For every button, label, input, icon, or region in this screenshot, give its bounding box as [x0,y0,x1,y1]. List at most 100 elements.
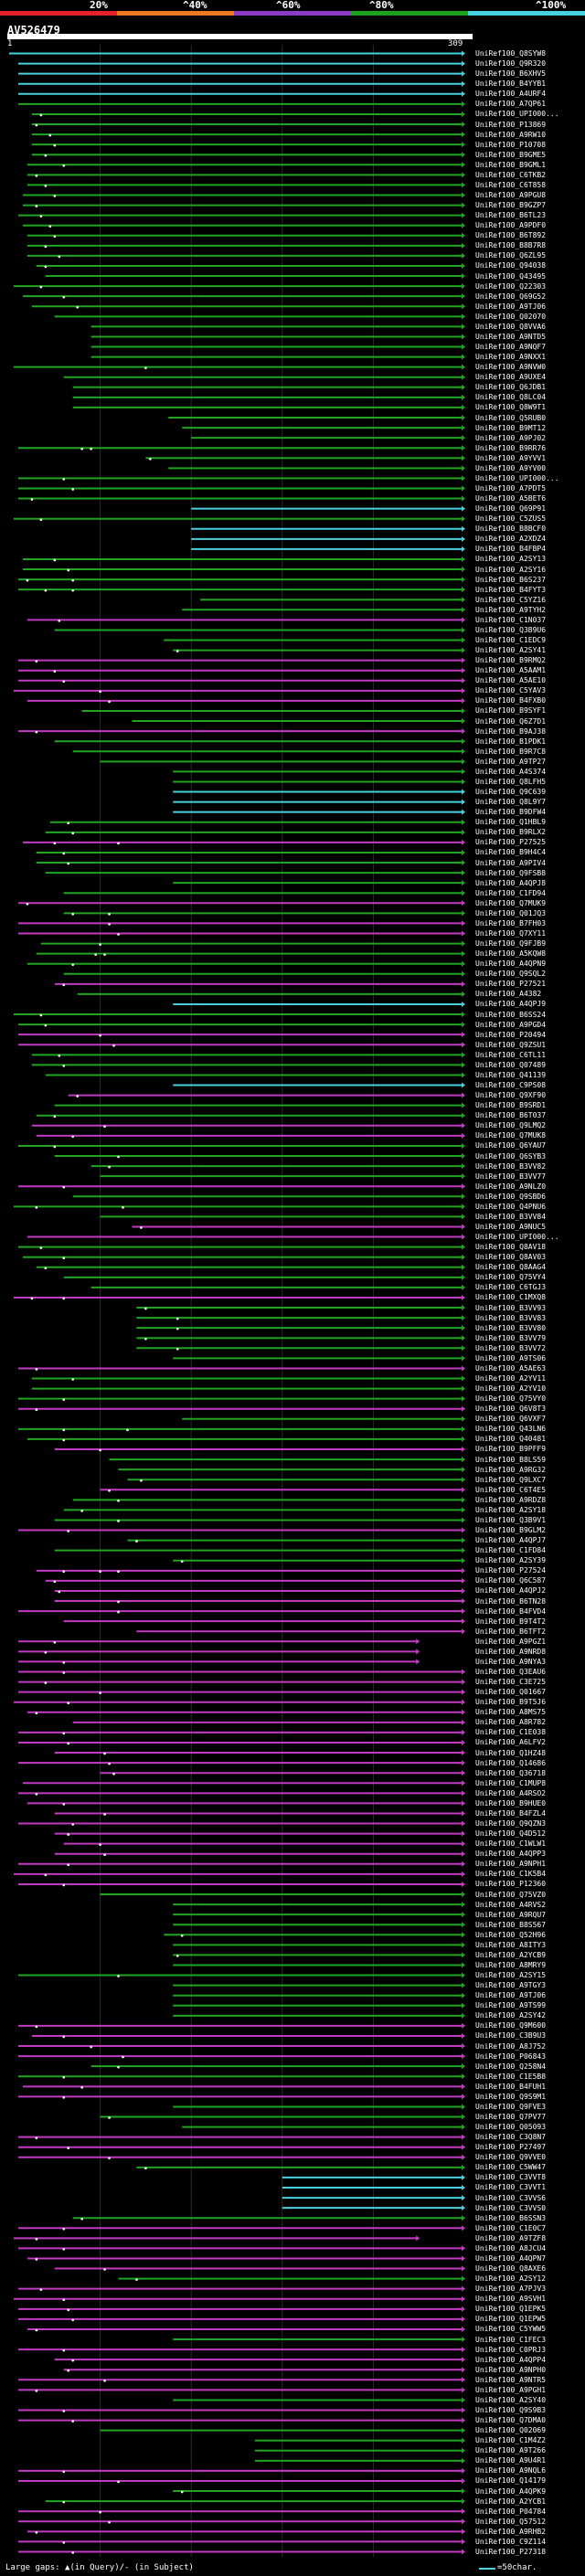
hit-label[interactable]: UniRef100_A6LFV2 [475,1738,547,1747]
hit-label[interactable]: UniRef100_Q7MUK8 [475,1131,547,1140]
hit-label[interactable]: UniRef100_B4FVD4 [475,1606,547,1616]
hit-label[interactable]: UniRef100_A4S374 [475,767,547,776]
hit-label[interactable]: UniRef100_A2SY42 [475,2011,547,2020]
hit-label[interactable]: UniRef100_A2SY15 [475,1971,547,1980]
hit-label[interactable]: UniRef100_Q9SQL2 [475,970,547,979]
hit-label[interactable]: UniRef100_Q1HZ48 [475,1748,547,1757]
hit-label[interactable]: UniRef100_B3VV80 [475,1323,547,1332]
hit-label[interactable]: UniRef100_A9NPH0 [475,2365,547,2374]
hit-label[interactable]: UniRef100_Q8AXE6 [475,2264,547,2274]
hit-label[interactable]: UniRef100_Q14179 [475,2476,547,2486]
hit-label[interactable]: UniRef100_A9TS99 [475,2001,547,2010]
hit-label[interactable]: UniRef100_A2SY16 [475,565,547,574]
hit-label[interactable]: UniRef100_A9PGD4 [475,1020,547,1029]
hit-label[interactable]: UniRef100_A4QPJ9 [475,1000,547,1009]
hit-label[interactable]: UniRef100_C1K5B4 [475,1870,547,1879]
hit-label[interactable]: UniRef100_P27524 [475,1566,547,1575]
hit-label[interactable]: UniRef100_C5YZ16 [475,595,547,604]
hit-label[interactable]: UniRef100_Q41139 [475,1070,547,1079]
hit-label[interactable]: UniRef100_P13869 [475,120,547,129]
hit-label[interactable]: UniRef100_B9SRD1 [475,1101,547,1110]
hit-label[interactable]: UniRef100_B9GME5 [475,150,547,159]
hit-label[interactable]: UniRef100_Q75VZ0 [475,1890,547,1899]
hit-label[interactable]: UniRef100_A9PIV4 [475,858,547,867]
hit-label[interactable]: UniRef100_B6T037 [475,1111,547,1120]
hit-label[interactable]: UniRef100_P10708 [475,140,547,149]
hit-label[interactable]: UniRef100_A9RW10 [475,130,547,139]
hit-label[interactable]: UniRef100_B8LS59 [475,1455,547,1464]
hit-label[interactable]: UniRef100_A4RSO2 [475,1788,547,1797]
hit-label[interactable]: UniRef100_Q1EPW5 [475,2315,547,2324]
hit-label[interactable]: UniRef100_Q9QZN3 [475,1819,547,1829]
hit-label[interactable]: UniRef100_Q52H96 [475,1930,547,1939]
hit-label[interactable]: UniRef100_Q9C639 [475,788,547,797]
hit-label[interactable]: UniRef100_C9PS08 [475,1081,547,1090]
hit-label[interactable]: UniRef100_Q6SYB3 [475,1151,547,1161]
hit-label[interactable]: UniRef100_A2YCB9 [475,1950,547,1959]
hit-label[interactable]: UniRef100_C3VVT1 [475,2183,547,2192]
hit-label[interactable]: UniRef100_Q1HBL9 [475,818,547,827]
hit-label[interactable]: UniRef100_B4FYT3 [475,585,547,594]
hit-label[interactable]: UniRef100_A9TYH2 [475,605,547,614]
hit-label[interactable]: UniRef100_B4YYB1 [475,80,547,89]
hit-label[interactable]: UniRef100_B9T5J6 [475,1698,547,1707]
hit-label[interactable]: UniRef100_Q22303 [475,281,547,291]
hit-label[interactable]: UniRef100_Q9LMQ2 [475,1121,547,1130]
hit-label[interactable]: UniRef100_P27497 [475,2143,547,2152]
hit-label[interactable]: UniRef100_P20494 [475,1030,547,1039]
hit-label[interactable]: UniRef100_A7QP61 [475,100,547,109]
hit-label[interactable]: UniRef100_B6XHV5 [475,69,547,79]
hit-label[interactable]: UniRef100_Q6ZL95 [475,251,547,260]
hit-label[interactable]: UniRef100_B9GML1 [475,160,547,169]
hit-label[interactable]: UniRef100_Q05093 [475,2123,547,2132]
hit-label[interactable]: UniRef100_B4FUH1 [475,2082,547,2091]
hit-label[interactable]: UniRef100_B9RR76 [475,443,547,452]
hit-label[interactable]: UniRef100_C0PRJ3 [475,2345,547,2354]
hit-label[interactable]: UniRef100_Q5RUB0 [475,413,547,422]
hit-label[interactable]: UniRef100_Q01JQ3 [475,908,547,917]
hit-label[interactable]: UniRef100_Q9S9M1 [475,2092,547,2101]
hit-label[interactable]: UniRef100_A4QPN9 [475,959,547,969]
hit-label[interactable]: UniRef100_A9RHB2 [475,2527,547,2536]
hit-label[interactable]: UniRef100_A2SY39 [475,1556,547,1565]
hit-label[interactable]: UniRef100_P12360 [475,1880,547,1889]
hit-label[interactable]: UniRef100_B9AJ38 [475,726,547,736]
hit-label[interactable]: UniRef100_Q6Z7D1 [475,716,547,726]
hit-label[interactable]: UniRef100_Q94038 [475,261,547,270]
hit-label[interactable]: UniRef100_B9MT12 [475,423,547,432]
hit-label[interactable]: UniRef100_A9TP27 [475,757,547,766]
hit-label[interactable]: UniRef100_C1E5B8 [475,2072,547,2081]
hit-label[interactable]: UniRef100_A9NLZ0 [475,1182,547,1191]
hit-label[interactable]: UniRef100_B6T892 [475,231,547,240]
hit-label[interactable]: UniRef100_A4QPP4 [475,2355,547,2364]
hit-label[interactable]: UniRef100_C1FD94 [475,888,547,897]
hit-label[interactable]: UniRef100_B9H4C4 [475,848,547,857]
hit-label[interactable]: UniRef100_Q7DMA0 [475,2416,547,2425]
hit-label[interactable]: UniRef100_UPI000... [475,1233,559,1242]
hit-label[interactable]: UniRef100_C6TGJ3 [475,1283,547,1292]
hit-label[interactable]: UniRef100_Q9FSB8 [475,868,547,877]
hit-label[interactable]: UniRef100_C1E038 [475,1728,547,1737]
hit-label[interactable]: UniRef100_A9PGZ1 [475,1637,547,1646]
hit-label[interactable]: UniRef100_Q8SYW8 [475,49,547,58]
hit-label[interactable]: UniRef100_Q69P91 [475,504,547,514]
hit-label[interactable]: UniRef100_UPI000... [475,110,559,119]
hit-label[interactable]: UniRef100_Q8W9T1 [475,403,547,412]
hit-label[interactable]: UniRef100_Q9SBD6 [475,1192,547,1201]
hit-label[interactable]: UniRef100_Q3B9U6 [475,625,547,634]
hit-label[interactable]: UniRef100_Q9XF90 [475,1091,547,1100]
hit-label[interactable]: UniRef100_C5YAV3 [475,686,547,695]
hit-label[interactable]: UniRef100_B3VV82 [475,1161,547,1171]
hit-label[interactable]: UniRef100_Q7XY11 [475,928,547,938]
hit-label[interactable]: UniRef100_Q75VY0 [475,1394,547,1404]
hit-label[interactable]: UniRef100_A9RQU7 [475,1910,547,1919]
hit-label[interactable]: UniRef100_C1FD84 [475,1546,547,1555]
hit-label[interactable]: UniRef100_C1MXQ8 [475,1293,547,1302]
hit-label[interactable]: UniRef100_A2SY41 [475,646,547,655]
hit-label[interactable]: UniRef100_A4QPJ2 [475,1586,547,1595]
hit-label[interactable]: UniRef100_C1N037 [475,615,547,624]
hit-label[interactable]: UniRef100_A9NUC5 [475,1222,547,1231]
hit-label[interactable]: UniRef100_A9RDZ8 [475,1495,547,1504]
hit-label[interactable]: UniRef100_A9PGU8 [475,190,547,199]
hit-label[interactable]: UniRef100_P06843 [475,2051,547,2061]
